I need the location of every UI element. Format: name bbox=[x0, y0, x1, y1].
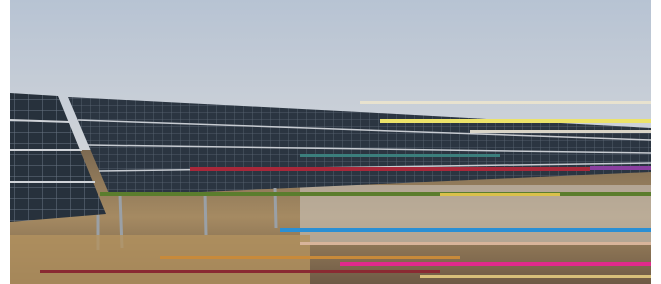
page bbox=[0, 0, 661, 284]
photo bbox=[0, 0, 661, 284]
grass bbox=[10, 235, 310, 284]
